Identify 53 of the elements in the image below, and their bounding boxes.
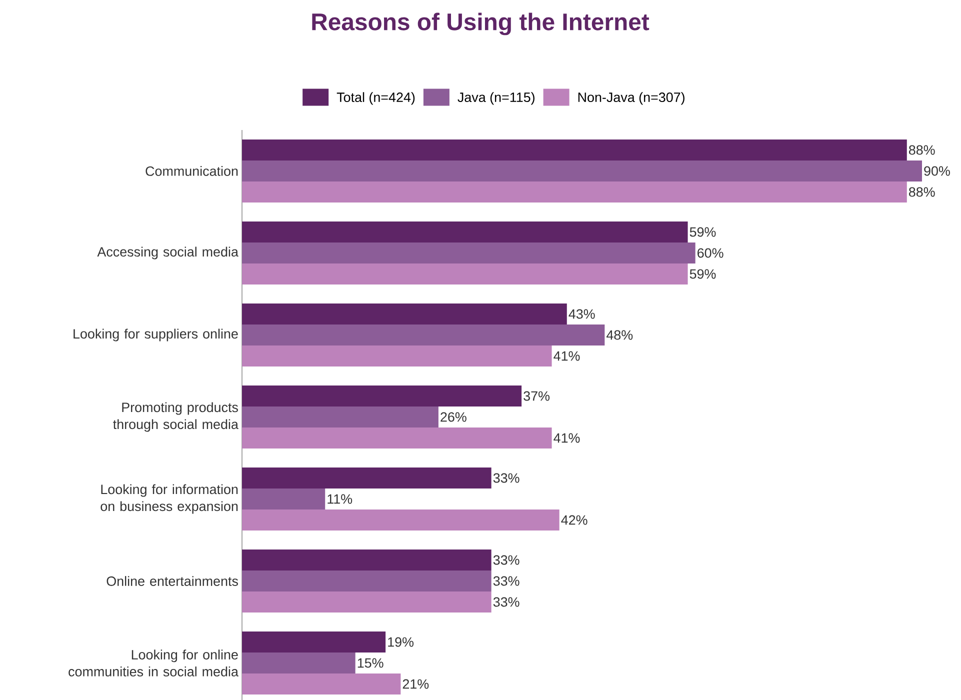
data-label: 41%: [554, 433, 580, 443]
data-label: 42%: [561, 515, 588, 525]
bar: [242, 592, 492, 612]
data-label: 60%: [698, 248, 724, 258]
bar: [242, 263, 688, 284]
data-label: 33%: [493, 473, 520, 483]
bar: [242, 488, 326, 510]
bar: [242, 428, 552, 448]
data-label: 21%: [402, 679, 429, 689]
y-tick-label: Looking for online communities in social media: [68, 650, 238, 676]
bar: [242, 304, 567, 325]
y-tick-label: Online entertainments: [106, 576, 238, 586]
y-tick-label: Promoting products through social media: [113, 402, 238, 432]
bar: [242, 346, 552, 366]
data-label: 43%: [568, 309, 595, 319]
data-label: 59%: [690, 227, 716, 237]
legend-label: Non-Java (n=307): [578, 92, 684, 105]
y-tick-label: Accessing social media: [97, 246, 238, 260]
bar: [242, 324, 605, 346]
bar: [242, 242, 696, 264]
y-tick-label: Communication: [146, 166, 238, 176]
bar: [242, 222, 688, 243]
data-label: 15%: [358, 658, 384, 668]
data-label: 33%: [493, 597, 520, 607]
y-tick-label: Looking for suppliers online: [74, 328, 238, 342]
bar: [242, 570, 492, 592]
data-label: 41%: [554, 351, 580, 361]
y-tick-label: Looking for information on business expansion: [100, 484, 238, 514]
legend-label: Total (n=424): [336, 92, 415, 105]
bar: [242, 181, 907, 202]
data-label: 90%: [924, 166, 950, 176]
data-label: 33%: [493, 555, 520, 565]
bar: [242, 550, 492, 571]
data-label: 19%: [388, 637, 414, 647]
bar: [242, 140, 907, 161]
bar: [242, 160, 922, 182]
legend-label: Java (n=115): [458, 92, 534, 105]
data-label: 88%: [908, 145, 935, 155]
bar: [242, 510, 560, 530]
data-label: 26%: [440, 412, 466, 422]
data-label: 59%: [690, 269, 716, 279]
bar: [242, 674, 401, 694]
bar: [242, 386, 522, 407]
bar: [242, 652, 356, 674]
data-label: 33%: [493, 576, 520, 586]
bar: [242, 632, 386, 653]
bar: [242, 406, 438, 428]
data-label: 37%: [524, 391, 550, 401]
chart-title: Reasons of Using the Internet: [312, 12, 650, 36]
bar: [242, 468, 492, 489]
data-label: 88%: [908, 187, 935, 197]
data-label: 11%: [328, 494, 352, 504]
data-label: 48%: [606, 330, 633, 340]
